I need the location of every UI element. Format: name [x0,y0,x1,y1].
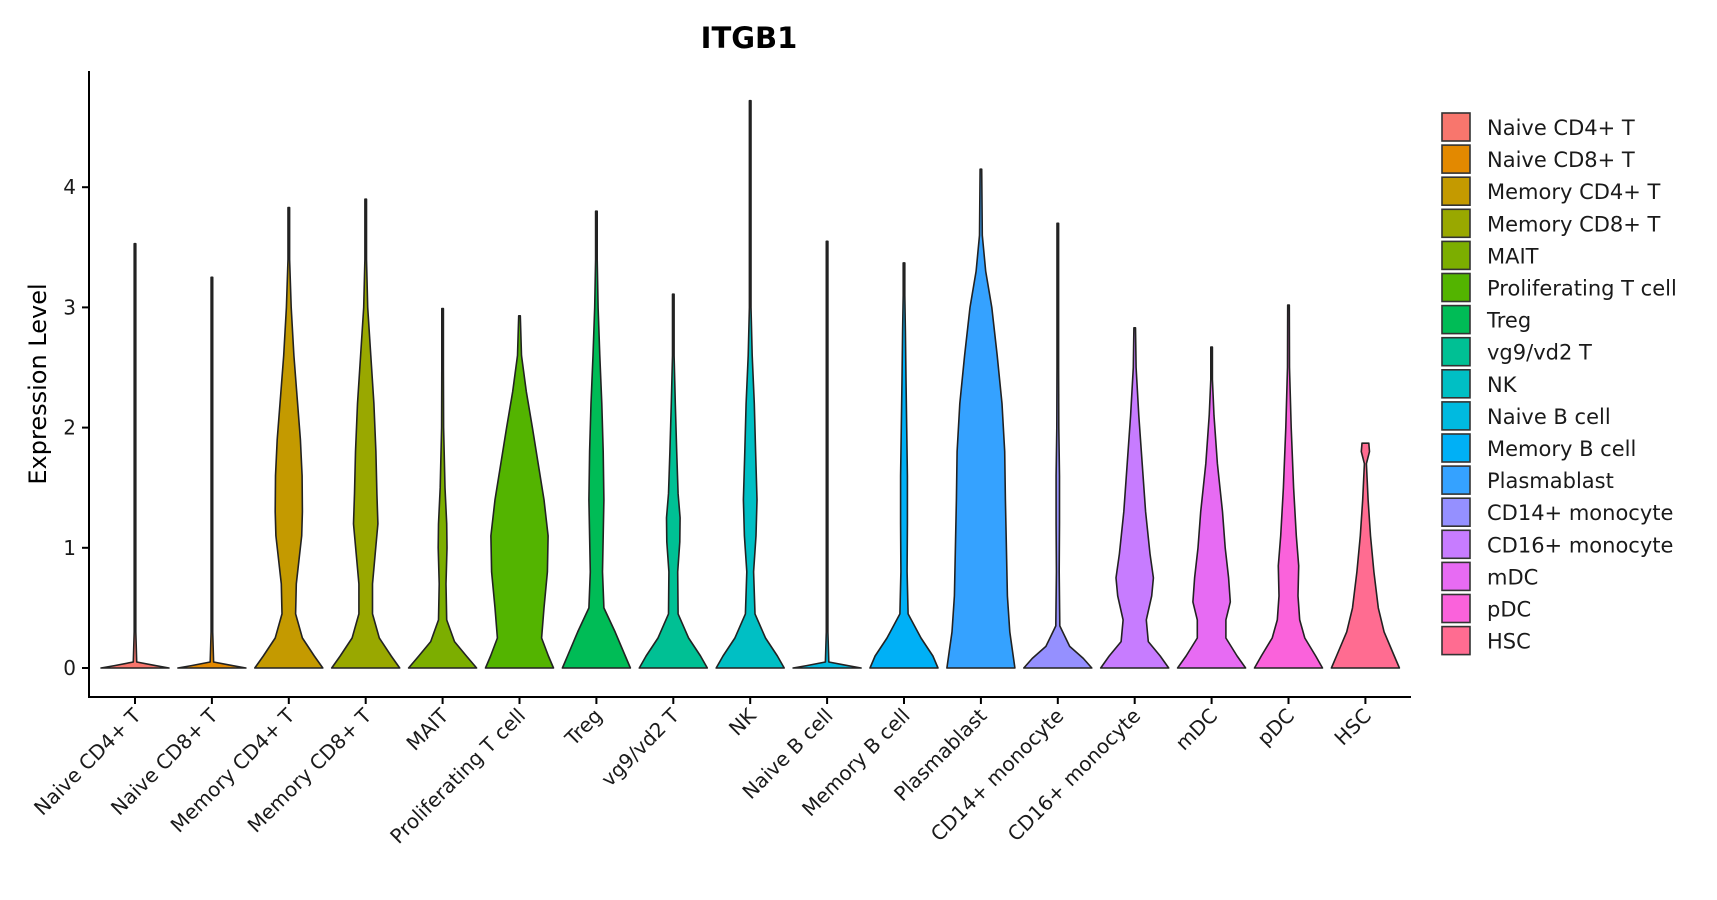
legend-label-mait: MAIT [1487,244,1539,268]
legend-key-cd16-monocyte [1441,529,1471,560]
x-tick-label-cd14-monocyte: CD14+ monocyte [926,704,1069,847]
violin-pdc [1253,304,1324,669]
legend-key-pdc [1441,593,1471,624]
violin-cd16-monocyte [1099,327,1170,669]
x-tick-label-treg: Treg [560,704,607,751]
legend-key-naive-cd4-t [1441,112,1471,142]
y-tick-label: 3 [63,295,76,319]
violin-proliferating-t-cell [484,315,555,669]
legend-key-naive-b-cell [1441,401,1471,431]
violin-memory-cd4-t [254,206,324,669]
y-tick-label: 2 [63,416,76,440]
violin-nk [715,99,785,669]
violin-plasmablast [946,168,1016,669]
legend-key-plasmablast [1441,465,1471,495]
chart-title: ITGB1 [701,21,798,55]
y-tick-label: 0 [63,656,76,680]
x-tick-label-mdc: mDC [1171,704,1223,756]
violin-memory-cd8-t [330,198,401,669]
legend-label-naive-b-cell: Naive B cell [1487,405,1611,429]
legend-label-treg: Treg [1486,309,1531,333]
legend-key-memory-b-cell [1441,433,1471,463]
legend-key-cd14-monocyte [1441,497,1471,528]
legend-key-mdc [1441,561,1471,592]
legend-key-hsc [1441,625,1471,656]
x-tick-label-vg9-vd2-t: vg9/vd2 T [596,703,684,791]
x-tick-label-nk: NK [724,703,761,740]
legend-label-proliferating-t-cell: Proliferating T cell [1487,277,1677,301]
violin-cd14-monocyte [1023,222,1093,669]
legend-key-naive-cd8-t [1441,144,1471,174]
legend-label-cd16-monocyte: CD16+ monocyte [1487,533,1673,557]
violin-memory-b-cell [869,262,939,669]
violin-naive-b-cell [792,240,862,669]
x-tick-label-pdc: pDC [1252,704,1299,751]
legend-label-memory-cd8-t: Memory CD8+ T [1487,212,1661,236]
y-axis-title: Expression Level [24,283,52,484]
y-tick-label: 1 [63,536,76,560]
legend-key-proliferating-t-cell [1441,272,1471,303]
violin-hsc [1330,442,1401,669]
legend-label-cd14-monocyte: CD14+ monocyte [1487,501,1673,525]
plot-area [100,99,1401,669]
violin-naive-cd8-t [177,276,247,669]
legend-label-naive-cd4-t: Naive CD4+ T [1487,116,1635,140]
x-tick-label-proliferating-t-cell: Proliferating T cell [385,704,530,849]
legend-label-vg9-vd2-t: vg9/vd2 T [1487,341,1592,365]
legend-label-hsc: HSC [1487,630,1531,654]
legend-label-mdc: mDC [1487,565,1538,589]
violin-treg [561,210,632,669]
legend-key-mait [1441,240,1471,271]
violin-vg9-vd2-t [638,293,709,669]
x-tick-label-hsc: HSC [1329,704,1375,750]
legend-key-nk [1441,368,1471,399]
violin-mdc [1176,346,1247,669]
legend-label-memory-cd4-t: Memory CD4+ T [1487,180,1661,204]
legend-key-treg [1441,304,1471,335]
x-tick-label-cd16-monocyte: CD16+ monocyte [1003,704,1146,847]
legend: Naive CD4+ T Naive CD8+ T Memory CD4+ T Mem… [1441,112,1677,656]
y-tick-label: 4 [63,175,76,199]
legend-label-nk: NK [1487,373,1518,397]
violin-naive-cd4-t [100,242,170,669]
legend-key-memory-cd8-t [1441,208,1471,239]
legend-label-naive-cd8-t: Naive CD8+ T [1487,148,1635,172]
legend-label-memory-b-cell: Memory B cell [1487,437,1636,461]
legend-key-vg9-vd2-t [1441,336,1471,367]
violin-mait [407,307,478,669]
legend-label-pdc: pDC [1487,598,1531,622]
legend-key-memory-cd4-t [1441,176,1471,206]
legend-label-plasmablast: Plasmablast [1487,469,1614,493]
x-tick-label-mait: MAIT [401,703,453,755]
